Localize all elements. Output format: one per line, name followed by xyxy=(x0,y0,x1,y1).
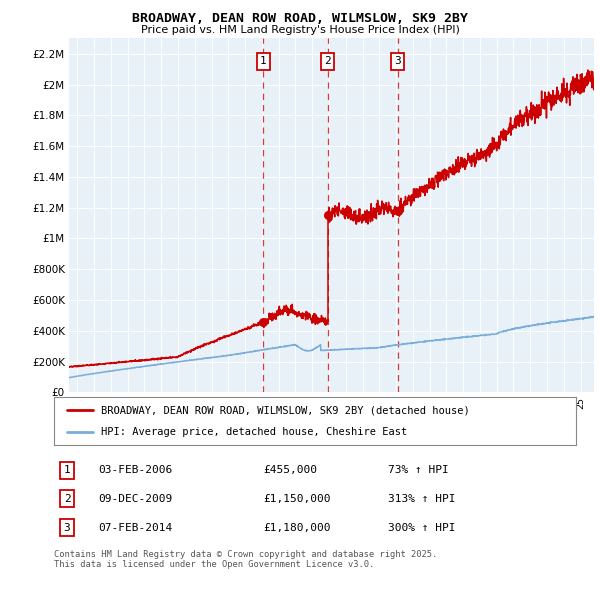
Text: 2: 2 xyxy=(64,494,70,503)
Text: 09-DEC-2009: 09-DEC-2009 xyxy=(98,494,173,503)
Text: 07-FEB-2014: 07-FEB-2014 xyxy=(98,523,173,533)
Text: 3: 3 xyxy=(64,523,70,533)
Text: 2: 2 xyxy=(325,57,331,67)
Text: 03-FEB-2006: 03-FEB-2006 xyxy=(98,466,173,475)
Text: HPI: Average price, detached house, Cheshire East: HPI: Average price, detached house, Ches… xyxy=(101,427,407,437)
Text: £455,000: £455,000 xyxy=(263,466,317,475)
Text: 3: 3 xyxy=(394,57,401,67)
Text: BROADWAY, DEAN ROW ROAD, WILMSLOW, SK9 2BY: BROADWAY, DEAN ROW ROAD, WILMSLOW, SK9 2… xyxy=(132,12,468,25)
Text: 1: 1 xyxy=(260,57,267,67)
Text: £1,150,000: £1,150,000 xyxy=(263,494,331,503)
Text: BROADWAY, DEAN ROW ROAD, WILMSLOW, SK9 2BY (detached house): BROADWAY, DEAN ROW ROAD, WILMSLOW, SK9 2… xyxy=(101,405,470,415)
Text: £1,180,000: £1,180,000 xyxy=(263,523,331,533)
Text: 300% ↑ HPI: 300% ↑ HPI xyxy=(388,523,455,533)
Text: Price paid vs. HM Land Registry's House Price Index (HPI): Price paid vs. HM Land Registry's House … xyxy=(140,25,460,35)
Text: 73% ↑ HPI: 73% ↑ HPI xyxy=(388,466,449,475)
Text: 1: 1 xyxy=(64,466,70,475)
Text: 313% ↑ HPI: 313% ↑ HPI xyxy=(388,494,455,503)
Text: Contains HM Land Registry data © Crown copyright and database right 2025.
This d: Contains HM Land Registry data © Crown c… xyxy=(54,550,437,569)
